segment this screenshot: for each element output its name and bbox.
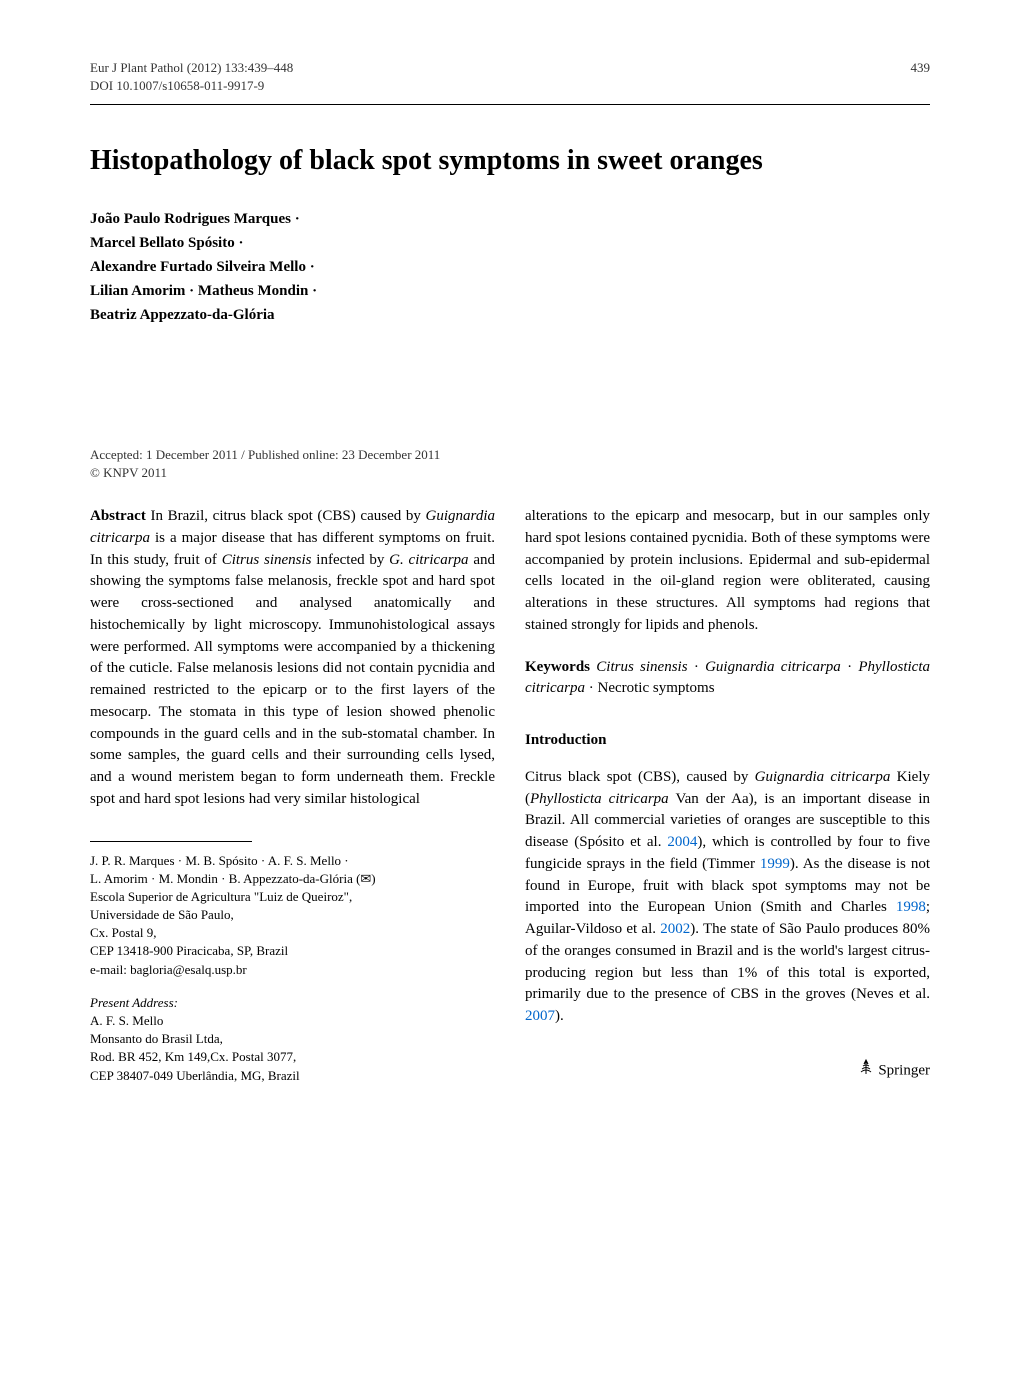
article-title: Histopathology of black spot symptoms in… [90, 145, 930, 177]
present-address-label: Present Address: [90, 994, 495, 1012]
left-column: Abstract In Brazil, citrus black spot (C… [90, 506, 495, 1100]
copyright: © KNPV 2011 [90, 465, 930, 481]
publisher-footer: Springer [525, 1058, 930, 1084]
author-line: Beatriz Appezzato-da-Glória [90, 303, 930, 327]
affiliation-block: J. P. R. Marques · M. B. Spósito · A. F.… [90, 852, 495, 979]
affil-line: Monsanto do Brasil Ltda, [90, 1030, 495, 1048]
introduction-text: Citrus black spot (CBS), caused by Guign… [525, 767, 930, 1028]
accepted-date: Accepted: 1 December 2011 / Published on… [90, 447, 930, 463]
author-line: João Paulo Rodrigues Marques · [90, 207, 930, 231]
abstract-continuation: alterations to the epicarp and mesocarp,… [525, 506, 930, 637]
right-column: alterations to the epicarp and mesocarp,… [525, 506, 930, 1100]
affil-line: CEP 38407-049 Uberlândia, MG, Brazil [90, 1067, 495, 1085]
abstract-paragraph: Abstract In Brazil, citrus black spot (C… [90, 506, 495, 811]
affiliation-block: Present Address: A. F. S. Mello Monsanto… [90, 994, 495, 1085]
affil-line: Rod. BR 452, Km 149,Cx. Postal 3077, [90, 1048, 495, 1066]
affil-line: A. F. S. Mello [90, 1012, 495, 1030]
page-number: 439 [911, 60, 931, 76]
affil-line: Universidade de São Paulo, [90, 906, 495, 924]
author-line: Lilian Amorim · Matheus Mondin · [90, 279, 930, 303]
author-line: Alexandre Furtado Silveira Mello · [90, 255, 930, 279]
affil-line: J. P. R. Marques · M. B. Spósito · A. F.… [90, 852, 495, 870]
affil-line: CEP 13418-900 Piracicaba, SP, Brazil [90, 942, 495, 960]
author-line: Marcel Bellato Spósito · [90, 231, 930, 255]
introduction-heading: Introduction [525, 730, 930, 752]
authors-list: João Paulo Rodrigues Marques · Marcel Be… [90, 207, 930, 327]
keywords-paragraph: Keywords Citrus sinensis · Guignardia ci… [525, 657, 930, 701]
keywords-label: Keywords [525, 659, 590, 675]
affil-line: Escola Superior de Agricultura "Luiz de … [90, 888, 495, 906]
header-divider [90, 104, 930, 105]
doi: DOI 10.1007/s10658-011-9917-9 [90, 78, 930, 94]
journal-reference: Eur J Plant Pathol (2012) 133:439–448 [90, 60, 293, 76]
abstract-label: Abstract [90, 508, 146, 524]
affil-line: Cx. Postal 9, [90, 924, 495, 942]
abstract-text-left: In Brazil, citrus black spot (CBS) cause… [90, 508, 495, 807]
affiliation-divider [90, 841, 252, 842]
springer-icon [857, 1058, 875, 1084]
affil-email: e-mail: bagloria@esalq.usp.br [90, 961, 495, 979]
affiliations: J. P. R. Marques · M. B. Spósito · A. F.… [90, 852, 495, 1085]
affil-line: L. Amorim · M. Mondin · B. Appezzato-da-… [90, 870, 495, 888]
publisher-name: Springer [878, 1062, 930, 1078]
